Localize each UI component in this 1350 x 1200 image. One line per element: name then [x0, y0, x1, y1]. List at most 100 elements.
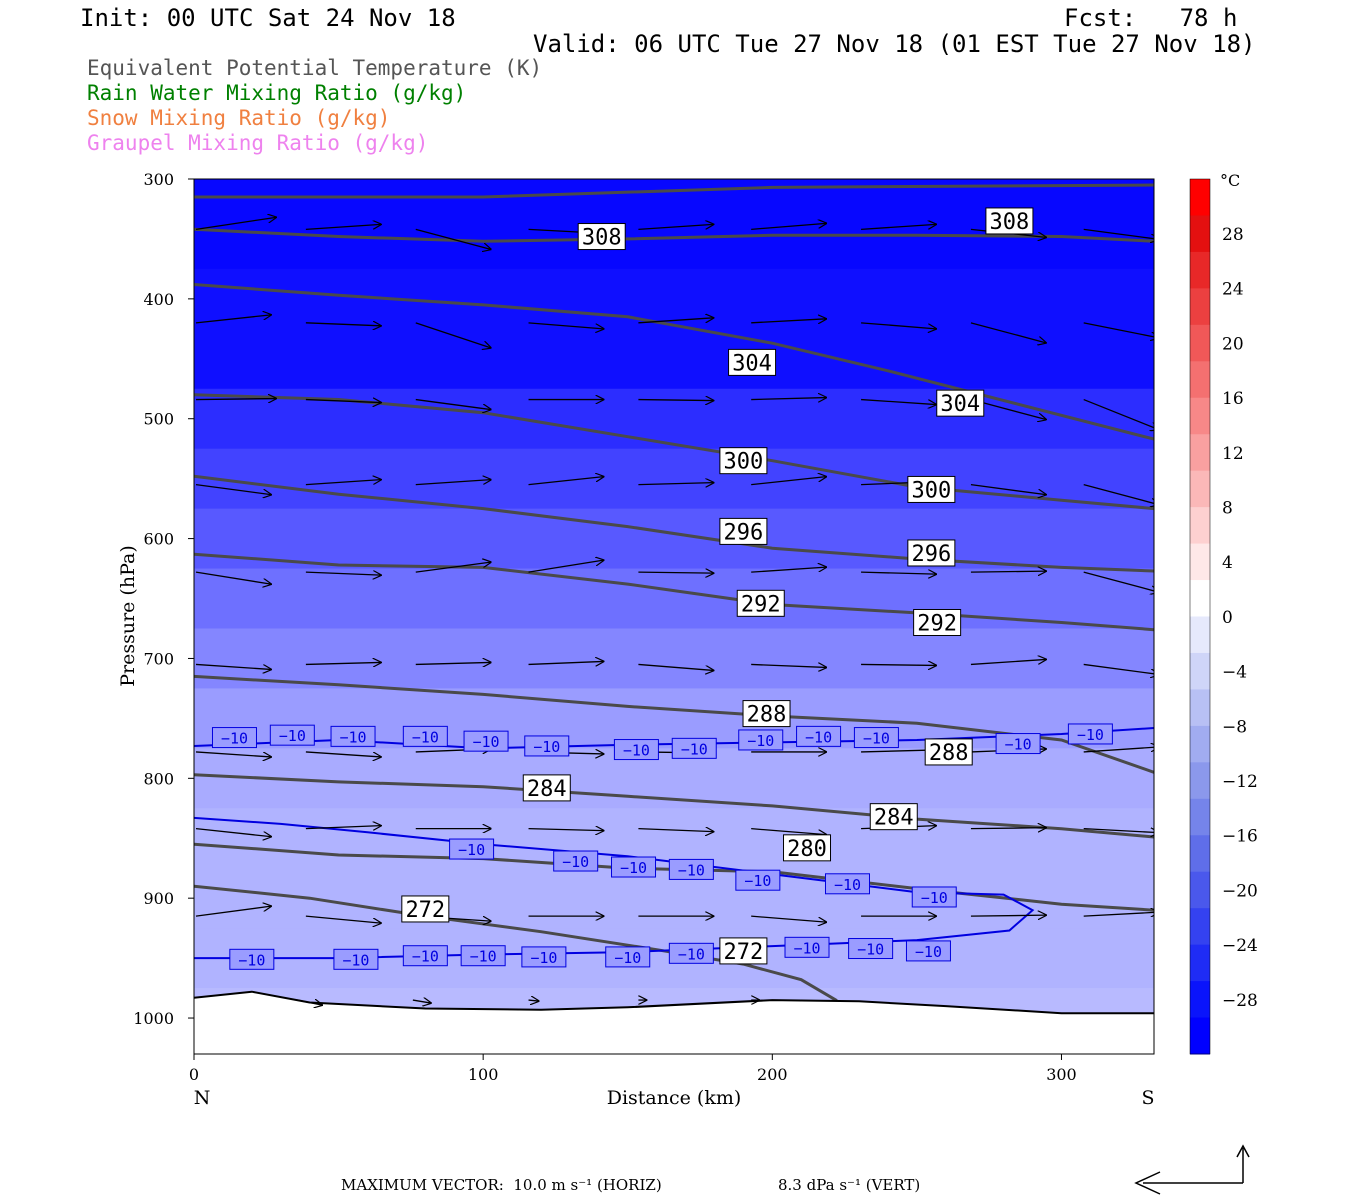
theta-e-label: 284: [874, 806, 914, 831]
wind-vector: [195, 399, 276, 400]
theta-e-label: 272: [724, 940, 764, 965]
wind-vector: [195, 571, 271, 584]
colorbar-swatch: [1190, 835, 1210, 873]
temp-label: −10: [834, 876, 861, 894]
temp-label: −10: [678, 945, 705, 963]
wind-vector: [195, 906, 271, 917]
temp-label-box: [1067, 723, 1113, 745]
wind-vector: [528, 322, 604, 329]
x-tick-label: 100: [468, 1065, 499, 1084]
temp-label-box: [848, 938, 894, 960]
wind-vector: [415, 562, 491, 573]
wind-vector: [412, 1000, 431, 1003]
temp-label-box: [402, 725, 448, 747]
theta-e-label-box: [577, 223, 626, 251]
colorbar-tick-label: 16: [1222, 389, 1244, 409]
temp-label: −10: [342, 951, 369, 969]
theta-e-label: 292: [741, 592, 781, 617]
colorbar-tick-label: −8: [1222, 717, 1247, 737]
colorbar-swatch: [1190, 580, 1210, 617]
temp-label: −10: [1077, 726, 1104, 744]
theta-e-label-box: [522, 774, 571, 802]
colorbar-swatch: [1190, 288, 1210, 326]
plot-frame: [193, 178, 1155, 1055]
colorbar-tick-label: 12: [1222, 444, 1244, 464]
theta-e-label-box: [907, 539, 956, 567]
colorbar-swatch: [1190, 652, 1210, 690]
wind-vector: [638, 663, 713, 670]
theta-e-label: 308: [990, 210, 1030, 235]
temp-label-box: [449, 838, 495, 860]
temperature-band: [194, 508, 1154, 570]
wind-vector: [305, 400, 381, 403]
x-tick-label: 200: [757, 1065, 788, 1084]
wind-vector: [1083, 322, 1154, 338]
colorbar-swatch: [1190, 944, 1210, 982]
temp-label: −10: [747, 732, 774, 750]
colorbar-swatch: [1190, 981, 1210, 1019]
y-tick-label: 300: [143, 170, 174, 189]
y-tick-label: 800: [143, 769, 174, 788]
theta-e-label-box: [985, 207, 1034, 235]
wind-vector: [305, 826, 381, 829]
temp-label: −10: [793, 939, 820, 957]
colorbar-tick-label: 4: [1222, 553, 1233, 573]
wind-vector: [751, 664, 826, 667]
temp-label: −10: [412, 728, 439, 746]
theta-e-label: 304: [732, 351, 772, 376]
contour-labels: 308 308 304 304 300 300 296 296 292 292 288 288 284 2…: [211, 207, 1113, 970]
colorbar-swatch: [1190, 215, 1210, 253]
wind-vector: [195, 751, 271, 757]
theta-e-label-box: [742, 700, 791, 728]
wind-vector: [1083, 228, 1154, 239]
wind-vector: [415, 228, 491, 249]
temp-label-box: [853, 727, 899, 749]
wind-vector: [861, 322, 936, 329]
vert-vector-label: 8.3 dPa s⁻¹ (VERT): [778, 1176, 921, 1194]
colorbar-swatch: [1190, 762, 1210, 800]
wind-vector: [528, 477, 604, 486]
temp-label-box: [269, 724, 315, 746]
temp-label: −10: [857, 941, 884, 959]
temp-label-box: [524, 735, 570, 757]
wind-vector: [861, 750, 936, 752]
theta-e-contour: [194, 283, 1154, 441]
wind-vector: [305, 323, 381, 326]
temperature-band: [194, 448, 1154, 510]
temp-label: −10: [530, 949, 557, 967]
wind-vector: [1083, 747, 1154, 753]
colorbar-tick-label: 20: [1222, 334, 1244, 354]
colorbar-tick-label: −4: [1222, 663, 1247, 683]
temp-label-box: [668, 858, 714, 880]
init-time: Init: 00 UTC Sat 24 Nov 18: [80, 4, 456, 32]
theta-e-label: 296: [911, 542, 951, 567]
temp-label: −10: [238, 951, 265, 969]
wind-vector: [195, 484, 271, 495]
theta-e-label-box: [728, 348, 777, 376]
y-tick-label: 700: [143, 649, 174, 668]
max-vector-label: MAXIMUM VECTOR: 10.0 m s⁻¹ (HORIZ): [341, 1176, 662, 1194]
temp-label-box: [905, 940, 951, 962]
wind-vector: [305, 662, 381, 664]
temp-label: −10: [473, 733, 500, 751]
theta-e-label: 288: [929, 741, 969, 766]
temp-label-box: [611, 856, 657, 878]
theta-e-label-box: [936, 389, 985, 417]
y-tick-label: 600: [143, 530, 174, 549]
colorbar-swatch: [1190, 543, 1210, 581]
temp-label: −10: [614, 949, 641, 967]
temp-label: −10: [915, 943, 942, 961]
wind-vector: [528, 661, 604, 664]
colorbar-swatch: [1190, 179, 1210, 216]
temp-label-box: [911, 886, 957, 908]
wind-vector: [528, 1000, 539, 1001]
theta-e-label: 308: [582, 226, 622, 251]
wind-vector: [861, 572, 936, 574]
colorbar-swatch: [1190, 251, 1210, 289]
colorbar-unit: °C: [1220, 171, 1240, 190]
temperature-band: [194, 268, 1154, 390]
wind-vector: [1083, 571, 1154, 592]
theta-e-label: 288: [747, 703, 787, 728]
wind-vector: [751, 477, 826, 486]
